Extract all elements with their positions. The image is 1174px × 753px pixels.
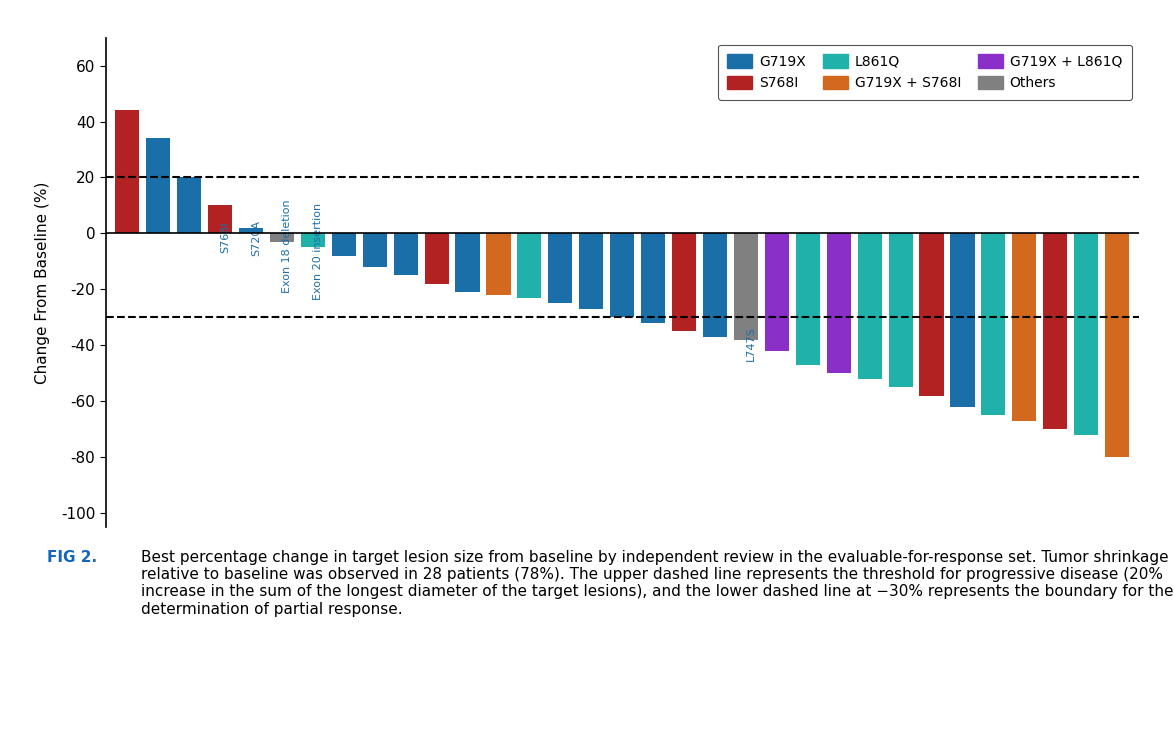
Bar bbox=[147, 139, 170, 233]
Legend: G719X, S768I, L861Q, G719X + S768I, G719X + L861Q, Others: G719X, S768I, L861Q, G719X + S768I, G719… bbox=[717, 44, 1132, 99]
Bar bbox=[579, 233, 603, 309]
Bar bbox=[764, 233, 789, 351]
Bar bbox=[1044, 233, 1067, 429]
Bar bbox=[456, 233, 480, 292]
Bar bbox=[672, 233, 696, 331]
Bar bbox=[981, 233, 1005, 415]
Bar bbox=[518, 233, 541, 297]
Y-axis label: Change From Baseline (%): Change From Baseline (%) bbox=[35, 181, 49, 383]
Bar bbox=[826, 233, 851, 373]
Bar bbox=[486, 233, 511, 295]
Text: FIG 2.: FIG 2. bbox=[47, 550, 97, 565]
Bar bbox=[115, 111, 140, 233]
Bar bbox=[425, 233, 448, 284]
Text: Best percentage change in target lesion size from baseline by independent review: Best percentage change in target lesion … bbox=[141, 550, 1173, 617]
Bar bbox=[1105, 233, 1129, 457]
Bar bbox=[332, 233, 356, 256]
Bar bbox=[301, 233, 325, 248]
Bar bbox=[734, 233, 758, 340]
Text: Exon 20 insertion: Exon 20 insertion bbox=[313, 203, 323, 300]
Bar bbox=[641, 233, 666, 323]
Bar bbox=[858, 233, 882, 379]
Text: L747S: L747S bbox=[745, 327, 756, 361]
Bar bbox=[177, 178, 201, 233]
Text: Exon 18 deletion: Exon 18 deletion bbox=[282, 200, 292, 293]
Bar bbox=[363, 233, 386, 267]
Bar bbox=[1074, 233, 1098, 434]
Bar bbox=[951, 233, 974, 407]
Bar bbox=[610, 233, 634, 317]
Bar bbox=[1012, 233, 1037, 421]
Text: S768I: S768I bbox=[220, 222, 230, 254]
Bar bbox=[270, 233, 294, 242]
Bar bbox=[703, 233, 727, 337]
Bar bbox=[208, 206, 232, 233]
Bar bbox=[889, 233, 912, 387]
Bar bbox=[239, 228, 263, 233]
Bar bbox=[796, 233, 819, 365]
Bar bbox=[393, 233, 418, 276]
Bar bbox=[919, 233, 944, 395]
Bar bbox=[548, 233, 573, 303]
Text: S720A: S720A bbox=[251, 220, 261, 255]
